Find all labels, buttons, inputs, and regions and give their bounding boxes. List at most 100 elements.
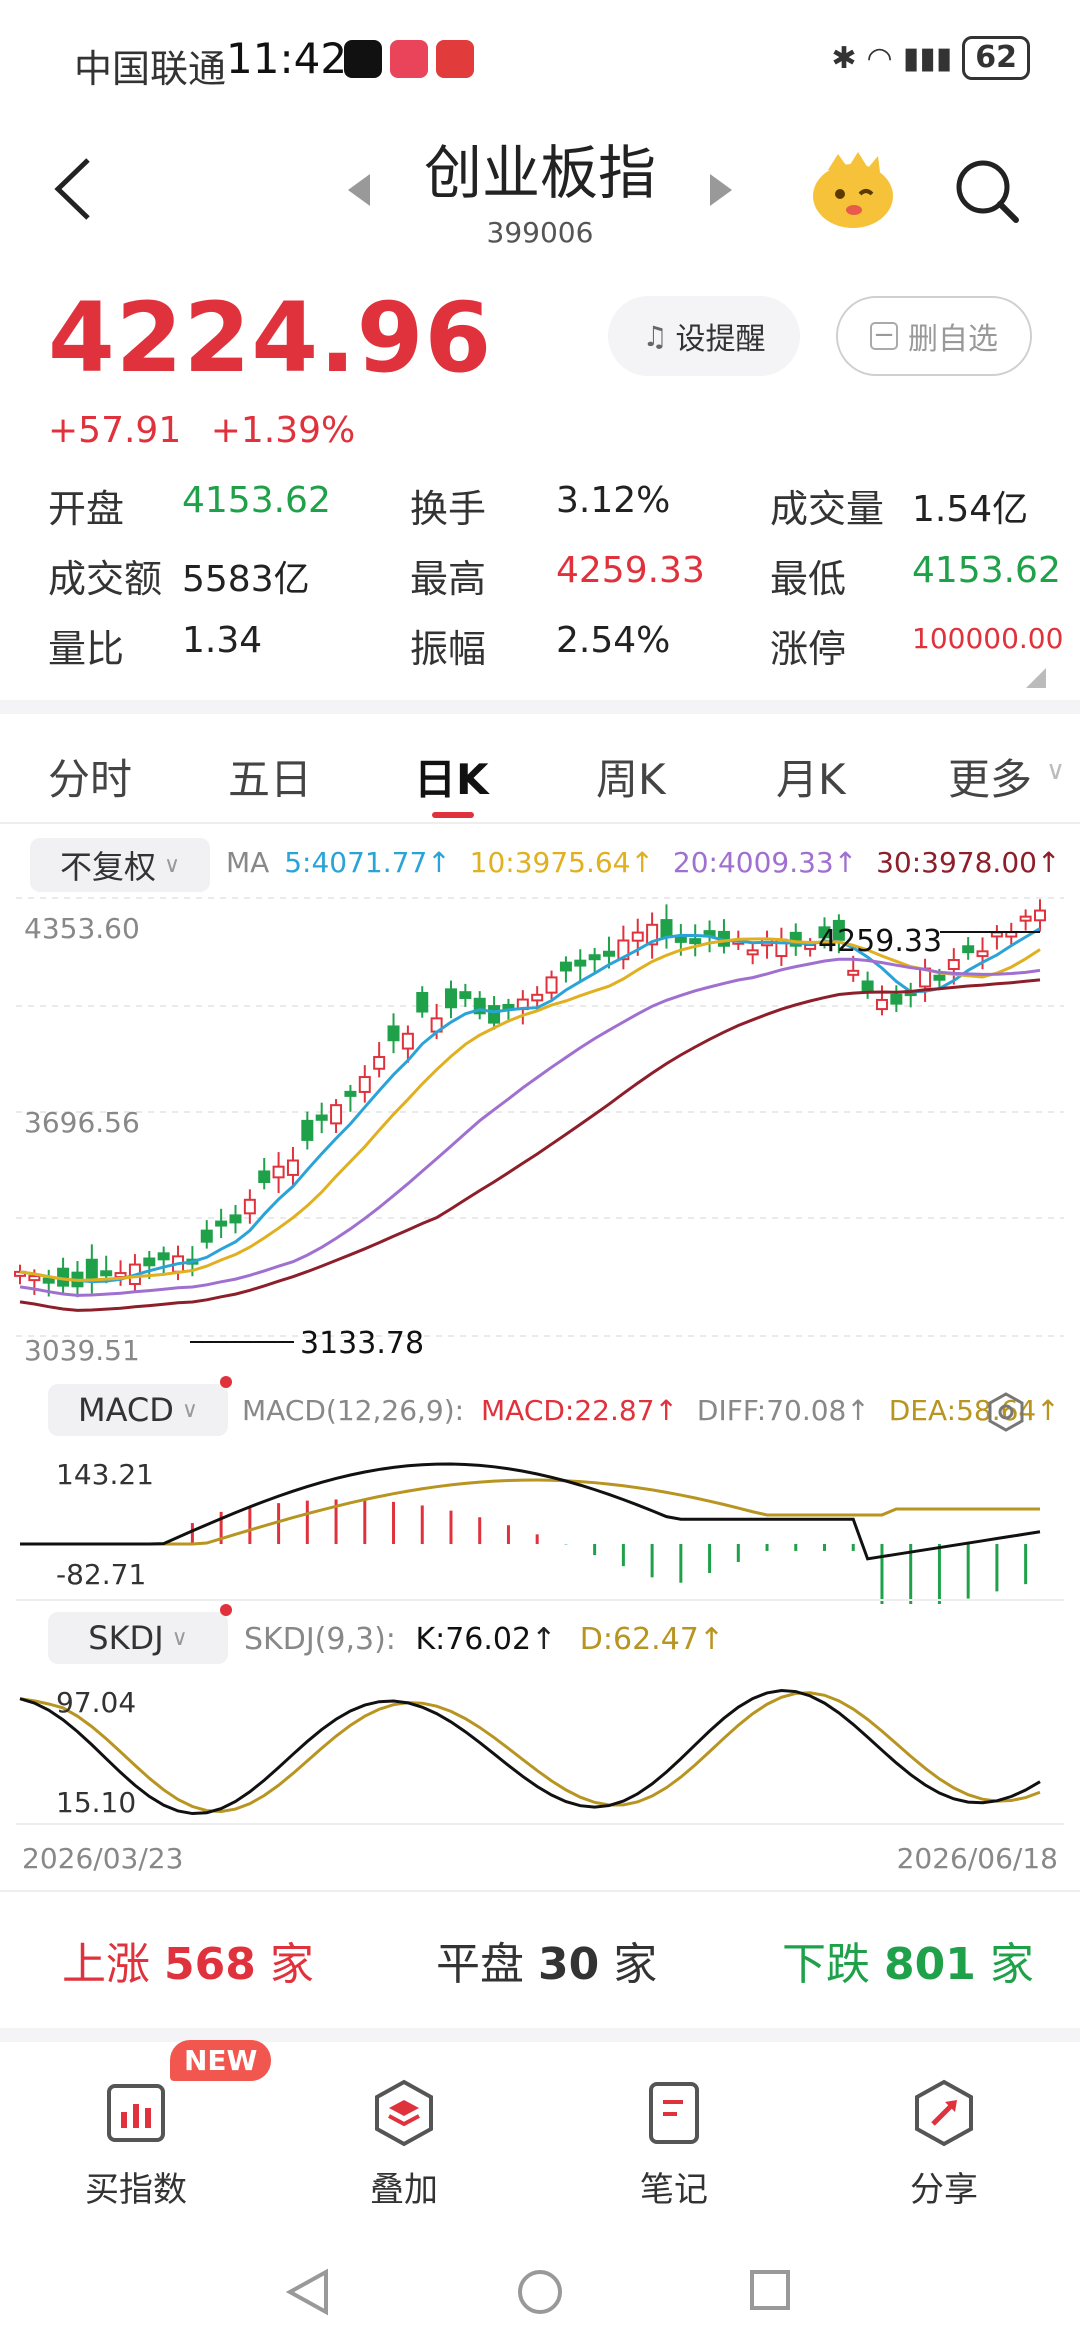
price-change: +57.91 +1.39% — [48, 410, 355, 451]
macd-select[interactable]: MACD ∨ — [48, 1384, 228, 1436]
diff-line — [20, 1462, 1041, 1561]
unchanged: 平盘 30 家 — [436, 1928, 657, 1992]
candle-body — [373, 1056, 386, 1070]
expand-corner-icon[interactable] — [1026, 668, 1046, 688]
tab-item[interactable]: 周K — [596, 755, 666, 804]
candle-body — [574, 959, 587, 967]
kline-high-mark: 4259.33 — [818, 924, 943, 959]
candle-body — [330, 1104, 343, 1125]
settings-hex-icon[interactable] — [988, 1392, 1024, 1432]
candle-body — [818, 926, 831, 939]
candle-body — [387, 1025, 400, 1042]
advancers-unit: 家 — [269, 1939, 314, 1990]
change-value: +57.91 — [48, 410, 182, 451]
skdj-chart[interactable] — [0, 1672, 1080, 1828]
candle-body — [28, 1275, 41, 1282]
tab-item[interactable]: 月K — [776, 755, 846, 804]
candle-body — [804, 943, 817, 950]
overlay-button[interactable]: 叠加 — [324, 2078, 484, 2211]
remove-watchlist-button[interactable]: − 删自选 — [836, 296, 1032, 376]
stat-label: 振幅 — [410, 627, 487, 671]
chevron-down-icon: ∨ — [181, 1397, 199, 1423]
nav-home-icon[interactable] — [516, 2268, 564, 2316]
candle-body — [229, 1214, 242, 1224]
notes-button[interactable]: 笔记 — [594, 2078, 754, 2211]
tab-item[interactable]: 分时 — [48, 755, 133, 804]
status-bar: 中国联通 11:42 ✱ ◠ ▮▮▮ 62 — [0, 30, 1080, 91]
stat-value: 3.12% — [556, 480, 671, 521]
next-index-icon[interactable] — [706, 170, 736, 210]
shopping-app-icon — [390, 40, 428, 78]
d-line — [19, 1691, 1041, 1813]
tab-item[interactable]: 五日 — [228, 755, 313, 804]
notes-icon — [649, 2082, 699, 2144]
ma30-line — [19, 978, 1041, 1312]
bar-chart-icon — [107, 2084, 165, 2142]
candle-body — [1034, 909, 1046, 922]
candle-body — [200, 1229, 213, 1243]
candle-body — [344, 1090, 357, 1097]
candle-body — [789, 931, 802, 947]
candle-body — [646, 923, 659, 946]
candle-body — [286, 1159, 299, 1176]
change-percent: +1.39% — [210, 410, 356, 451]
advancers-label: 上涨 — [62, 1939, 150, 1990]
candle-body — [459, 991, 472, 999]
stat-label: 成交额 — [48, 557, 163, 601]
kline-y-low: 3039.51 — [24, 1334, 140, 1367]
stat-value: 1.54亿 — [912, 489, 1029, 530]
tab-item[interactable]: 更多 — [948, 755, 1033, 804]
set-reminder-button[interactable]: ♫ 设提醒 — [608, 296, 800, 376]
tabs-divider — [0, 822, 1080, 824]
candle-body — [272, 1165, 285, 1179]
share-button[interactable]: 分享 — [864, 2078, 1024, 2211]
skdj-label: SKDJ — [88, 1619, 164, 1657]
unchanged-label: 平盘 — [436, 1939, 524, 1990]
stat-value: 4259.33 — [556, 550, 705, 591]
kline-chart[interactable] — [0, 896, 1080, 1372]
skdj-y-low: 15.10 — [56, 1786, 137, 1819]
candle-body — [990, 931, 1003, 938]
chevron-down-icon: ∨ — [171, 1625, 188, 1651]
mascot-icon[interactable] — [808, 150, 898, 232]
candle-body — [444, 988, 457, 1009]
candle-body — [962, 945, 975, 954]
macd-y-low: -82.71 — [56, 1558, 147, 1591]
candle-body — [890, 993, 903, 1005]
candle-body — [85, 1258, 98, 1279]
tab-item[interactable]: 日K — [414, 755, 489, 804]
unchanged-unit: 家 — [613, 1939, 658, 1990]
stat-value: 2.54% — [556, 620, 671, 661]
decliners-unit: 家 — [989, 1939, 1034, 1990]
nav-back-icon[interactable] — [286, 2268, 330, 2316]
macd-chart[interactable] — [0, 1444, 1080, 1604]
candle-body — [545, 976, 558, 994]
carrier-name: 中国联通 — [74, 47, 227, 91]
back-icon[interactable] — [48, 154, 98, 224]
remove-label: 删自选 — [908, 322, 998, 357]
bluetooth-icon: ✱ — [831, 40, 857, 76]
advancers: 上涨 568 家 — [62, 1928, 314, 1992]
buy-index-label: 买指数 — [85, 2170, 187, 2210]
prev-index-icon[interactable] — [344, 170, 374, 210]
breadth-divider — [0, 1890, 1080, 1892]
skdj-select[interactable]: SKDJ ∨ — [48, 1612, 228, 1664]
stat-value: 4153.62 — [182, 480, 331, 521]
notes-label: 笔记 — [640, 2170, 708, 2210]
stat-label: 最低 — [770, 557, 847, 601]
skdj-params: SKDJ(9,3): — [244, 1622, 396, 1657]
candle-body — [660, 919, 673, 939]
candle-body — [847, 969, 860, 976]
candle-body — [947, 959, 960, 970]
ma30-value: 30:3978.00 — [876, 846, 1037, 879]
kline-y-high: 4353.60 — [24, 912, 140, 945]
candle-body — [143, 1257, 156, 1267]
nav-recents-icon[interactable] — [748, 2268, 792, 2312]
ma20-line — [19, 957, 1041, 1297]
decliners: 下跌 801 家 — [782, 1928, 1034, 1992]
tiktok-icon — [344, 40, 382, 78]
adjust-select[interactable]: 不复权 ∨ — [30, 838, 210, 892]
ma10-line — [19, 937, 1041, 1282]
buy-index-button[interactable]: 买指数 — [56, 2078, 216, 2211]
search-icon[interactable] — [954, 158, 1020, 224]
